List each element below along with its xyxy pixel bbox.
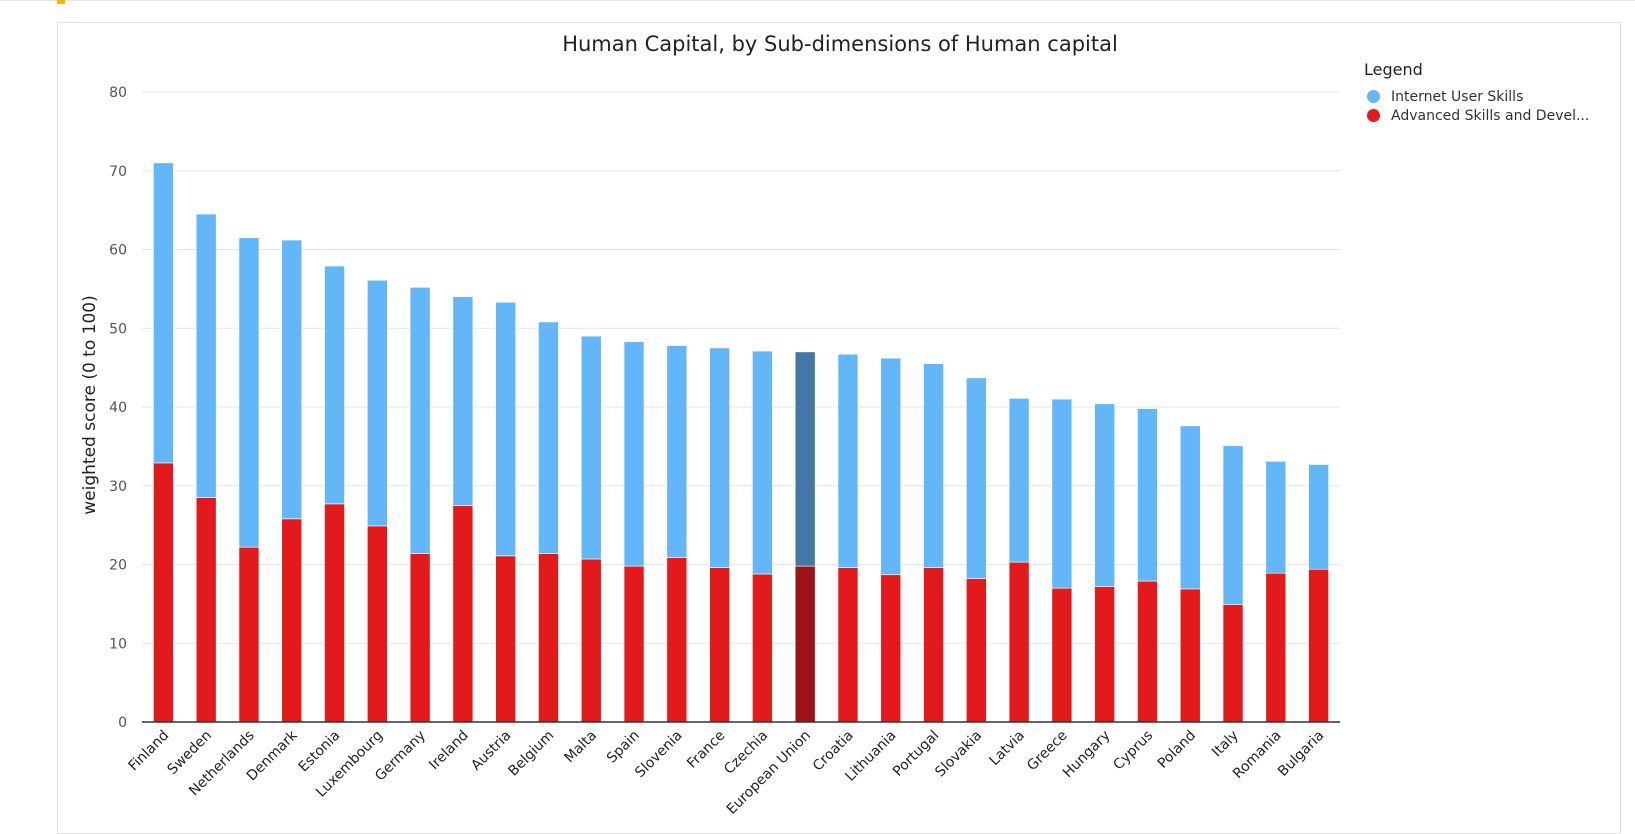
bar-advanced-skills-and-devel-netherlands[interactable]: [238, 546, 260, 723]
y-axis-label: weighted score (0 to 100): [80, 295, 100, 514]
chart-title: Human Capital, by Sub-dimensions of Huma…: [562, 32, 1118, 56]
bar-advanced-skills-and-devel-sweden[interactable]: [195, 497, 217, 723]
bar-internet-user-skills-denmark[interactable]: [281, 239, 303, 520]
x-tick-label: Hungary: [1060, 728, 1114, 782]
bar-advanced-skills-and-devel-luxembourg[interactable]: [367, 525, 388, 723]
bar-internet-user-skills-greece[interactable]: [1051, 398, 1073, 589]
legend: Legend Internet User Skills Advanced Ski…: [1364, 60, 1614, 125]
y-tick-label: 0: [118, 715, 127, 731]
x-tick-label: Spain: [604, 728, 643, 767]
legend-swatch-internet-user-skills: [1367, 90, 1380, 103]
bar-advanced-skills-and-devel-estonia[interactable]: [324, 503, 345, 723]
top-strip: [0, 0, 1635, 6]
bar-internet-user-skills-slovakia[interactable]: [966, 377, 987, 579]
y-tick-label: 50: [109, 321, 127, 337]
bar-internet-user-skills-bulgaria[interactable]: [1308, 464, 1329, 570]
bar-internet-user-skills-italy[interactable]: [1222, 445, 1244, 605]
bars: [153, 162, 1329, 723]
bar-advanced-skills-and-devel-croatia[interactable]: [837, 567, 859, 723]
bar-advanced-skills-and-devel-finland[interactable]: [153, 462, 174, 723]
bar-advanced-skills-and-devel-slovakia[interactable]: [966, 578, 987, 723]
bar-internet-user-skills-ireland[interactable]: [452, 296, 474, 506]
legend-label-advanced-skills: Advanced Skills and Devel...: [1391, 107, 1590, 124]
bar-advanced-skills-and-devel-lithuania[interactable]: [880, 574, 902, 723]
bar-advanced-skills-and-devel-european-union[interactable]: [794, 565, 816, 723]
bar-advanced-skills-and-devel-romania[interactable]: [1265, 572, 1287, 723]
bar-internet-user-skills-finland[interactable]: [153, 162, 174, 464]
bar-internet-user-skills-luxembourg[interactable]: [367, 279, 388, 527]
bar-internet-user-skills-european-union[interactable]: [794, 351, 816, 567]
y-tick-label: 70: [109, 164, 127, 180]
legend-label-internet-user-skills: Internet User Skills: [1391, 88, 1524, 105]
top-accent-mark: [57, 0, 65, 4]
bar-internet-user-skills-belgium[interactable]: [538, 321, 559, 554]
bar-advanced-skills-and-devel-hungary[interactable]: [1094, 586, 1115, 723]
bar-advanced-skills-and-devel-greece[interactable]: [1051, 587, 1073, 723]
bar-advanced-skills-and-devel-austria[interactable]: [495, 555, 516, 723]
bar-advanced-skills-and-devel-denmark[interactable]: [281, 518, 303, 723]
legend-title: Legend: [1364, 60, 1423, 79]
y-tick-label: 80: [109, 85, 127, 101]
legend-swatch-advanced-skills: [1367, 109, 1380, 122]
bar-advanced-skills-and-devel-bulgaria[interactable]: [1308, 568, 1329, 723]
bar-internet-user-skills-lithuania[interactable]: [880, 357, 902, 576]
bar-internet-user-skills-cyprus[interactable]: [1137, 408, 1158, 582]
bar-internet-user-skills-germany[interactable]: [409, 286, 431, 554]
bar-advanced-skills-and-devel-cyprus[interactable]: [1137, 580, 1158, 723]
bar-internet-user-skills-romania[interactable]: [1265, 461, 1287, 574]
top-divider: [0, 0, 1635, 1]
bar-internet-user-skills-poland[interactable]: [1179, 425, 1201, 590]
x-tick-label: Slovenia: [632, 728, 685, 781]
gridlines: [142, 91, 1340, 644]
bar-advanced-skills-and-devel-latvia[interactable]: [1008, 561, 1030, 723]
bar-internet-user-skills-latvia[interactable]: [1008, 398, 1030, 563]
bar-internet-user-skills-malta[interactable]: [580, 335, 602, 560]
y-tick-label: 30: [109, 479, 127, 495]
x-tick-label: Bulgaria: [1275, 728, 1327, 780]
y-tick-label: 20: [109, 558, 127, 574]
bar-advanced-skills-and-devel-slovenia[interactable]: [666, 557, 688, 723]
bar-advanced-skills-and-devel-malta[interactable]: [580, 558, 602, 723]
bar-advanced-skills-and-devel-ireland[interactable]: [452, 505, 474, 723]
bar-internet-user-skills-france[interactable]: [709, 347, 730, 568]
bar-advanced-skills-and-devel-belgium[interactable]: [538, 553, 559, 723]
bar-advanced-skills-and-devel-germany[interactable]: [409, 553, 431, 723]
legend-item-internet-user-skills[interactable]: Internet User Skills: [1364, 87, 1614, 106]
x-tick-label: Italy: [1209, 728, 1242, 761]
bar-internet-user-skills-spain[interactable]: [623, 341, 645, 567]
bar-internet-user-skills-austria[interactable]: [495, 301, 516, 557]
y-tick-labels: 0 10 20 30 40 50 60 70 80: [109, 85, 127, 731]
bar-internet-user-skills-netherlands[interactable]: [238, 237, 260, 548]
x-tick-label: Belgium: [505, 728, 557, 780]
bar-internet-user-skills-croatia[interactable]: [837, 353, 859, 568]
bar-internet-user-skills-hungary[interactable]: [1094, 403, 1115, 587]
bar-internet-user-skills-estonia[interactable]: [324, 265, 345, 505]
bar-internet-user-skills-slovenia[interactable]: [666, 345, 688, 558]
bar-advanced-skills-and-devel-france[interactable]: [709, 567, 730, 723]
legend-item-advanced-skills[interactable]: Advanced Skills and Devel...: [1364, 106, 1614, 125]
x-tick-label: Ireland: [426, 728, 472, 774]
bar-advanced-skills-and-devel-italy[interactable]: [1222, 604, 1244, 723]
bar-advanced-skills-and-devel-poland[interactable]: [1179, 588, 1201, 723]
y-tick-label: 40: [109, 400, 127, 416]
x-tick-label: Poland: [1155, 728, 1199, 772]
x-tick-label: Malta: [561, 728, 600, 767]
y-tick-label: 60: [109, 243, 127, 259]
bar-advanced-skills-and-devel-spain[interactable]: [623, 565, 645, 723]
bar-internet-user-skills-czechia[interactable]: [752, 350, 773, 575]
bar-advanced-skills-and-devel-czechia[interactable]: [752, 573, 773, 723]
bar-advanced-skills-and-devel-portugal[interactable]: [923, 567, 944, 723]
x-tick-label: Slovakia: [932, 728, 985, 781]
x-tick-labels: FinlandSwedenNetherlandsDenmarkEstoniaLu…: [126, 727, 1328, 818]
y-tick-label: 10: [109, 636, 127, 652]
bar-internet-user-skills-sweden[interactable]: [195, 213, 217, 498]
x-tick-label: Cyprus: [1110, 728, 1156, 774]
x-tick-label: Latvia: [986, 728, 1027, 769]
bar-internet-user-skills-portugal[interactable]: [923, 363, 944, 568]
